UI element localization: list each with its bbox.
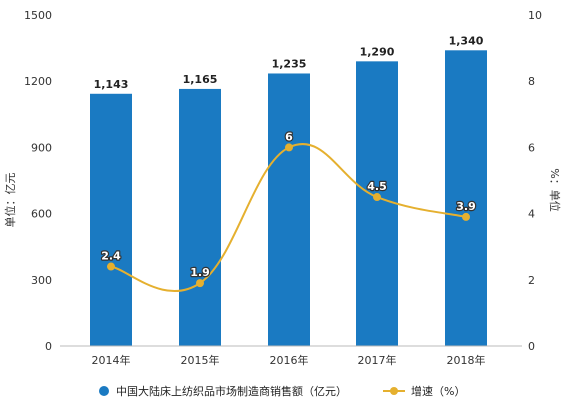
growth-value-label-0: 2.4 (101, 250, 121, 263)
growth-point-4 (462, 212, 470, 221)
y-axis-title: 单位：亿元 (3, 173, 17, 228)
y2-tick-5: 10 (528, 9, 542, 22)
legend-bar-label: 中国大陆床上纺织品市场制造商销售额（亿元） (116, 384, 347, 398)
bar-4 (445, 50, 487, 346)
y2-tick-4: 8 (528, 75, 535, 88)
legend-line-marker (390, 387, 398, 395)
y-tick-1: 300 (31, 274, 52, 287)
x-tick-1: 2015年 (181, 353, 220, 367)
growth-line (107, 143, 470, 292)
y-tick-4: 1200 (24, 75, 52, 88)
bar-value-label-1: 1,165 (183, 73, 218, 86)
y2-tick-2: 4 (528, 208, 535, 221)
y2-axis-title: %：单位 (548, 168, 562, 211)
y2-tick-1: 2 (528, 274, 535, 287)
right-axis-ticks: 0 2 4 6 8 10 (528, 9, 542, 353)
y-tick-0: 0 (45, 340, 52, 353)
growth-value-label-2: 6 (285, 130, 293, 143)
bar-value-label-4: 1,340 (449, 34, 484, 47)
y2-tick-3: 6 (528, 141, 535, 154)
growth-point-1 (196, 279, 204, 288)
y-tick-2: 600 (31, 208, 52, 221)
y2-tick-0: 0 (528, 340, 535, 353)
x-tick-4: 2018年 (447, 353, 486, 367)
legend: 中国大陆床上纺织品市场制造商销售额（亿元） 增速（%） (99, 384, 465, 398)
bar-2 (268, 73, 310, 346)
growth-point-3 (373, 193, 381, 202)
bar-value-label-0: 1,143 (94, 78, 129, 91)
left-axis-ticks: 0 300 600 900 1200 1500 (24, 9, 52, 353)
bar-0 (90, 93, 132, 346)
y-tick-5: 1500 (24, 9, 52, 22)
bar-1 (179, 88, 221, 346)
x-tick-0: 2014年 (92, 353, 131, 367)
x-tick-3: 2017年 (358, 353, 397, 367)
growth-value-label-1: 1.9 (190, 266, 210, 279)
bar-value-label-3: 1,290 (360, 45, 395, 58)
x-tick-2: 2016年 (270, 353, 309, 367)
data-labels: 1,143 1,165 1,235 1,290 1,340 2.4 1.9 6 4.5 3.9 (94, 34, 484, 280)
bars (90, 50, 487, 347)
growth-value-label-4: 3.9 (456, 200, 476, 213)
bar-3 (356, 61, 398, 347)
legend-bar-marker (99, 386, 109, 396)
growth-value-label-3: 4.5 (367, 180, 387, 193)
bar-value-label-2: 1,235 (272, 57, 307, 70)
growth-point-2 (285, 143, 293, 152)
growth-point-0 (107, 262, 115, 271)
growth-line-path (110, 143, 467, 292)
y-tick-3: 900 (31, 141, 52, 154)
legend-line-label: 增速（%） (411, 384, 465, 398)
x-axis-ticks: 2014年 2015年 2016年 2017年 2018年 (92, 353, 486, 367)
